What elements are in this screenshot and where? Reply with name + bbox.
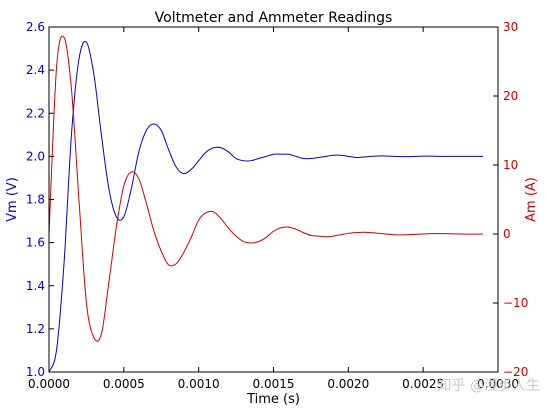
y-left-tick-label: 2.6 [26, 20, 45, 34]
x-tick-labels: 0.0000 0.0005 0.0010 0.0015 0.0020 0.0025 0.00… [28, 27, 519, 391]
watermark: 知乎 @漫步人生 [438, 377, 540, 394]
y-right-tick-label: 20 [503, 89, 518, 103]
y-left-tick-label: 1.0 [26, 365, 45, 379]
y-left-tick-label: 1.2 [26, 322, 45, 336]
chart-title: Voltmeter and Ammeter Readings [155, 10, 393, 26]
x-axis-label: Time (s) [246, 392, 300, 407]
x-tick-label: 0.0030 [477, 377, 519, 391]
y-right-tick-label: −20 [503, 365, 528, 379]
x-tick-label: 0.0015 [253, 377, 295, 391]
y-left-tick-label: 2.0 [26, 149, 45, 163]
y-left-tick-label: 1.6 [26, 236, 45, 250]
y-left-tick-label: 2.4 [26, 63, 45, 77]
am-series-line [48, 35, 484, 342]
y-left-tick-labels: 1.0 1.2 1.4 1.6 1.8 2.0 2.2 2.4 2.6 [26, 20, 54, 379]
x-tick-label: 0.0025 [402, 377, 444, 391]
y-left-tick-label: 1.8 [26, 193, 45, 207]
y-right-tick-label: 0 [503, 227, 511, 241]
plot-frame [48, 26, 499, 373]
y-right-tick-label: 10 [503, 158, 518, 172]
y-right-tick-label: 30 [503, 20, 518, 34]
plot-series [48, 35, 484, 373]
x-tick-label: 0.0010 [178, 377, 220, 391]
y-right-axis-label: Am (A) [524, 177, 539, 222]
vm-series-line [48, 40, 484, 373]
x-tick-label: 0.0000 [28, 377, 70, 391]
y-left-tick-label: 1.4 [26, 279, 45, 293]
y-right-tick-label: −10 [503, 296, 528, 310]
y-left-tick-label: 2.2 [26, 106, 45, 120]
x-tick-label: 0.0005 [103, 377, 145, 391]
x-tick-label: 0.0020 [327, 377, 369, 391]
y-left-axis-label: Vm (V) [5, 177, 20, 222]
